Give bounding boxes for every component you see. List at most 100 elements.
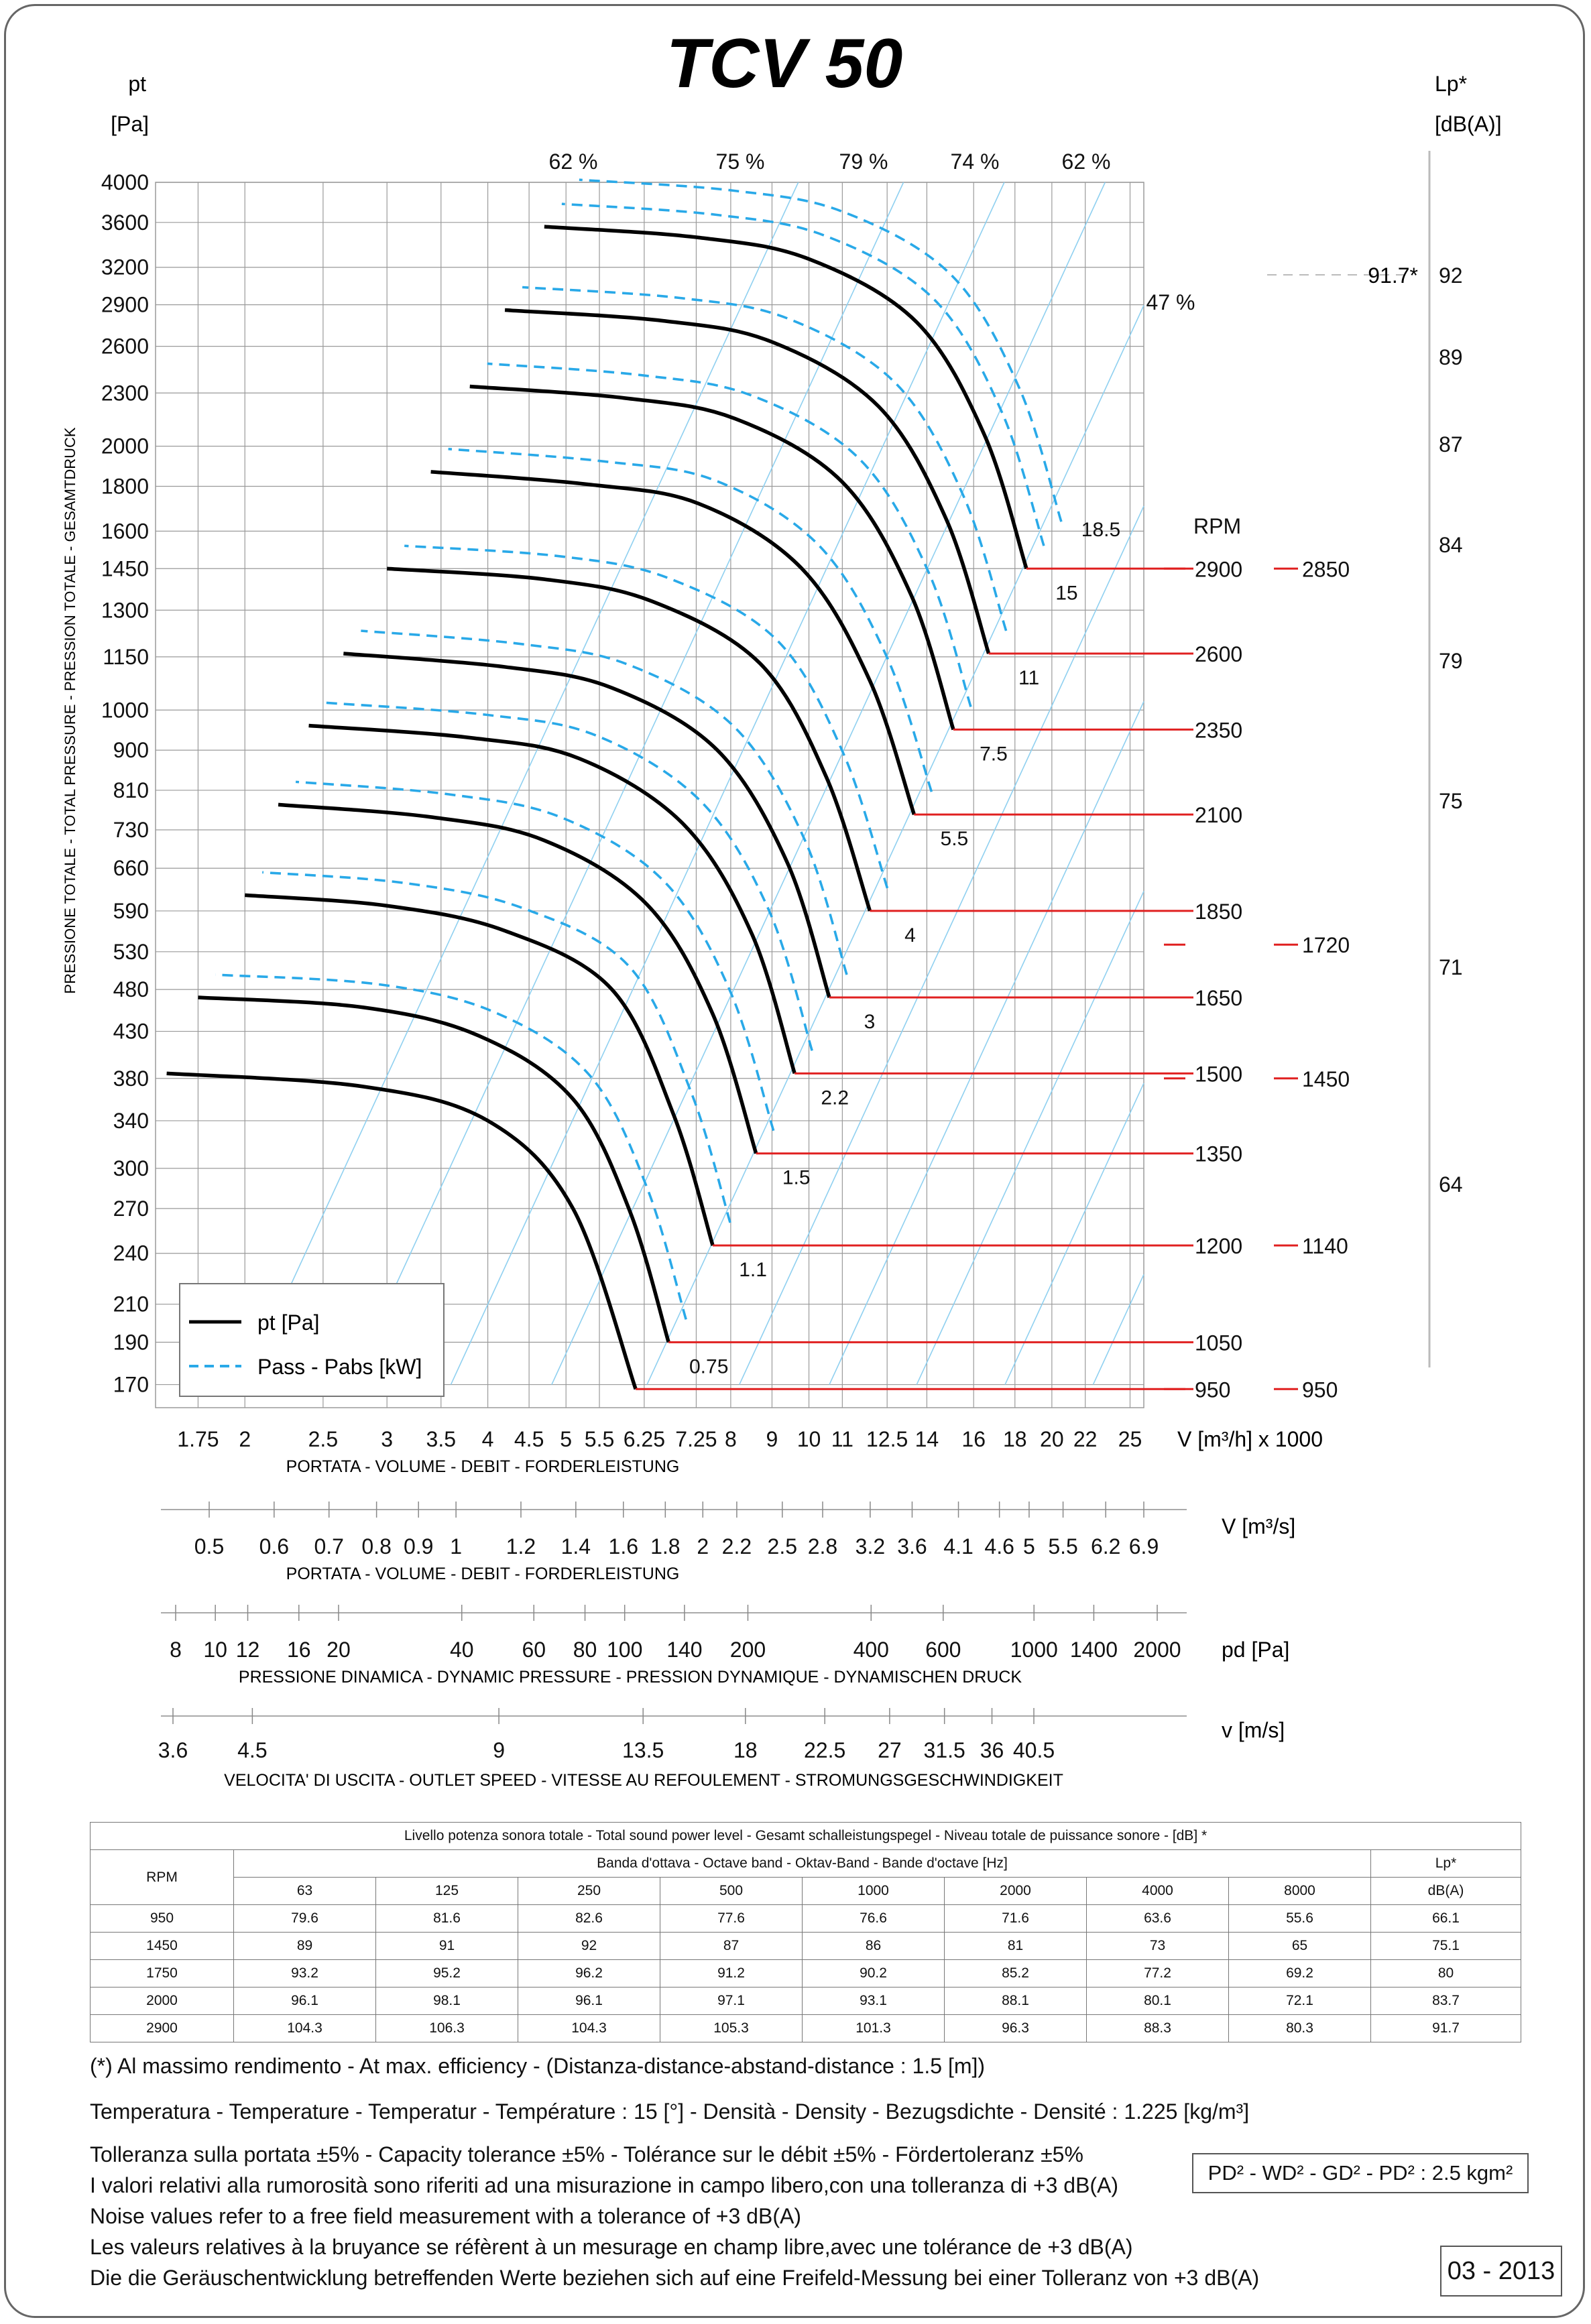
pressure-curve: [166, 1071, 638, 1390]
y-tick-label: 3200: [101, 255, 149, 280]
axis-tick-label: 2.2: [722, 1534, 752, 1558]
efficiency-label: 79 %: [839, 149, 888, 174]
axis-tick-label: 2: [697, 1534, 709, 1558]
y-tick-label: 590: [113, 899, 149, 923]
sound-table-cell: 80.1: [1086, 1987, 1229, 2015]
power-label: 0.75: [689, 1355, 728, 1378]
band-header-cell: 125: [375, 1877, 518, 1905]
band-header-cell: 8000: [1228, 1877, 1371, 1905]
axis-tick-label: 80: [573, 1638, 597, 1662]
y-tick-label: 1300: [101, 598, 149, 622]
axis-tick-label: 18: [733, 1738, 758, 1762]
lp-tick-label: 71: [1439, 955, 1463, 979]
y-tick-label: 660: [113, 856, 149, 880]
sound-table-cell: 106.3: [375, 2014, 518, 2042]
axis-tick-label: 140: [666, 1638, 702, 1662]
sound-table-cell: 82.6: [518, 1904, 660, 1933]
axis-tick-label: 0.7: [314, 1534, 343, 1558]
x-tick-label: 10: [797, 1427, 821, 1451]
rpm-right-label: 2850: [1302, 557, 1350, 581]
sound-table-cell: 85.2: [944, 1959, 1087, 1987]
m3s-axis-ticks: 0.5 0.6 0.7 0.8 0.9 1 1.2 1.4 1.6 1.8 2 2.2 2.5 2.8 3.…: [194, 1502, 1159, 1558]
pressure-curve: [198, 995, 670, 1343]
y-tick-label: 380: [113, 1066, 149, 1091]
v-axis-caption: VELOCITA' DI USCITA - OUTLET SPEED - VIT…: [224, 1771, 1063, 1790]
sound-power-table: Livello potenza sonora totale - Total so…: [89, 1822, 1522, 2042]
axis-tick-label: 200: [730, 1638, 766, 1662]
axis-tick-label: 27: [878, 1738, 902, 1762]
sound-table-band-row: 63 125 250 500 1000 2000 4000 8000 dB(A): [91, 1877, 1522, 1905]
sound-table-cell: 98.1: [375, 1987, 518, 2015]
rpm-label: 2350: [1195, 718, 1242, 742]
fan-performance-chart: TCV 50 pt [Pa] Lp* [dB(A)] PRESSIONE TOT…: [62, 25, 1502, 1790]
lp-unit-header: dB(A): [1370, 1877, 1522, 1905]
rpm-right-label: 1450: [1302, 1067, 1350, 1091]
efficiency-label: 62 %: [549, 149, 598, 174]
x-tick-label: 3: [381, 1427, 393, 1451]
sound-table-cell: 96.1: [233, 1987, 376, 2015]
plot-frame: [155, 182, 1144, 1408]
system-line: [829, 701, 1144, 1385]
sound-table-row: 2000 96.1 98.1 96.1 97.1 93.1 88.1 80.1 72.1 83.7: [90, 1987, 1522, 2015]
m3s-axis-caption: PORTATA - VOLUME - DEBIT - FORDERLEISTUN…: [286, 1565, 680, 1583]
axis-tick-label: 9: [493, 1738, 505, 1762]
lp-marker-label: 91.7*: [1368, 263, 1418, 288]
x-tick-label: 12.5: [866, 1427, 908, 1451]
y-tick-label: 730: [113, 818, 149, 842]
axis-tick-label: 0.9: [404, 1534, 433, 1558]
x-tick-label: 5.5: [585, 1427, 614, 1451]
x-axis-caption: PORTATA - VOLUME - DEBIT - FORDERLEISTUN…: [286, 1457, 680, 1476]
sound-table-row: 950 79.6 81.6 82.6 77.6 76.6 71.6 63.6 55.6 66.1: [90, 1904, 1522, 1933]
axis-tick-label: 5: [1023, 1534, 1035, 1558]
note-temperature: Temperatura - Temperature - Temperatur -…: [90, 2099, 1250, 2124]
axis-tick-label: 2000: [1133, 1638, 1181, 1662]
axis-tick-label: 6.2: [1091, 1534, 1120, 1558]
axis-tick-label: 2.8: [808, 1534, 837, 1558]
y-tick-label: 170: [113, 1373, 149, 1397]
sound-table-cell: 72.1: [1228, 1987, 1371, 2015]
rpm-label: 1850: [1195, 900, 1242, 924]
efficiency-label: 75 %: [716, 149, 765, 174]
pressure-curve: [386, 566, 872, 912]
x-tick-label: 4: [482, 1427, 494, 1451]
axis-tick-label: 1: [450, 1534, 462, 1558]
axis-tick-label: 4.1: [943, 1534, 973, 1558]
v-axis-ticks: 3.6 4.5 9 13.5 18 22.5 27 31.5 36 40.5: [158, 1708, 1055, 1762]
y-tick-label: 3600: [101, 210, 149, 235]
efficiency-label: 62 %: [1062, 149, 1111, 174]
axis-tick-label: 3.6: [897, 1534, 927, 1558]
sound-table-cell: 91.7: [1370, 2014, 1522, 2042]
sound-table-cell: 66.1: [1370, 1904, 1522, 1933]
axis-tick-label: 0.5: [194, 1534, 224, 1558]
y-tick-label: 4000: [101, 170, 149, 194]
y-tick-label: 1800: [101, 474, 149, 498]
axis-tick-label: 0.6: [259, 1534, 289, 1558]
sound-table-cell: 71.6: [944, 1904, 1087, 1933]
sound-table-cell: 89: [233, 1932, 376, 1960]
y-axis-unit-top: pt: [128, 72, 146, 96]
x-tick-label: 2: [239, 1427, 251, 1451]
axis-tick-label: 3.2: [856, 1534, 885, 1558]
legend-label-pressure: pt [Pa]: [257, 1310, 320, 1335]
power-curve: [579, 178, 1063, 522]
axis-tick-label: 1000: [1010, 1638, 1058, 1662]
system-line: [739, 505, 1144, 1385]
chart-labels: 950 1050 0.75 1200 1.1 1350 1.5 1500 2.2 1650 3 185…: [549, 149, 1463, 1402]
axis-tick-label: 4.6: [984, 1534, 1014, 1558]
band-header-cell: 2000: [944, 1877, 1087, 1905]
system-line: [1092, 1274, 1144, 1385]
sound-table-cell: 96.2: [518, 1959, 660, 1987]
rpm-label: 2100: [1195, 803, 1242, 827]
sound-table-cell: 86: [802, 1932, 945, 1960]
rpm-label: 1650: [1195, 986, 1242, 1010]
x-tick-label: 1.75: [177, 1427, 219, 1451]
axis-tick-label: 600: [925, 1638, 961, 1662]
axis-tick-label: 2.5: [768, 1534, 797, 1558]
axis-tick-label: 0.8: [361, 1534, 391, 1558]
y-tick-label: 480: [113, 977, 149, 1001]
x-tick-label: 5: [560, 1427, 572, 1451]
axis-tick-label: 10: [203, 1638, 227, 1662]
x-tick-label: 4.5: [514, 1427, 544, 1451]
power-curve: [215, 973, 687, 1320]
y-tick-label: 190: [113, 1330, 149, 1354]
